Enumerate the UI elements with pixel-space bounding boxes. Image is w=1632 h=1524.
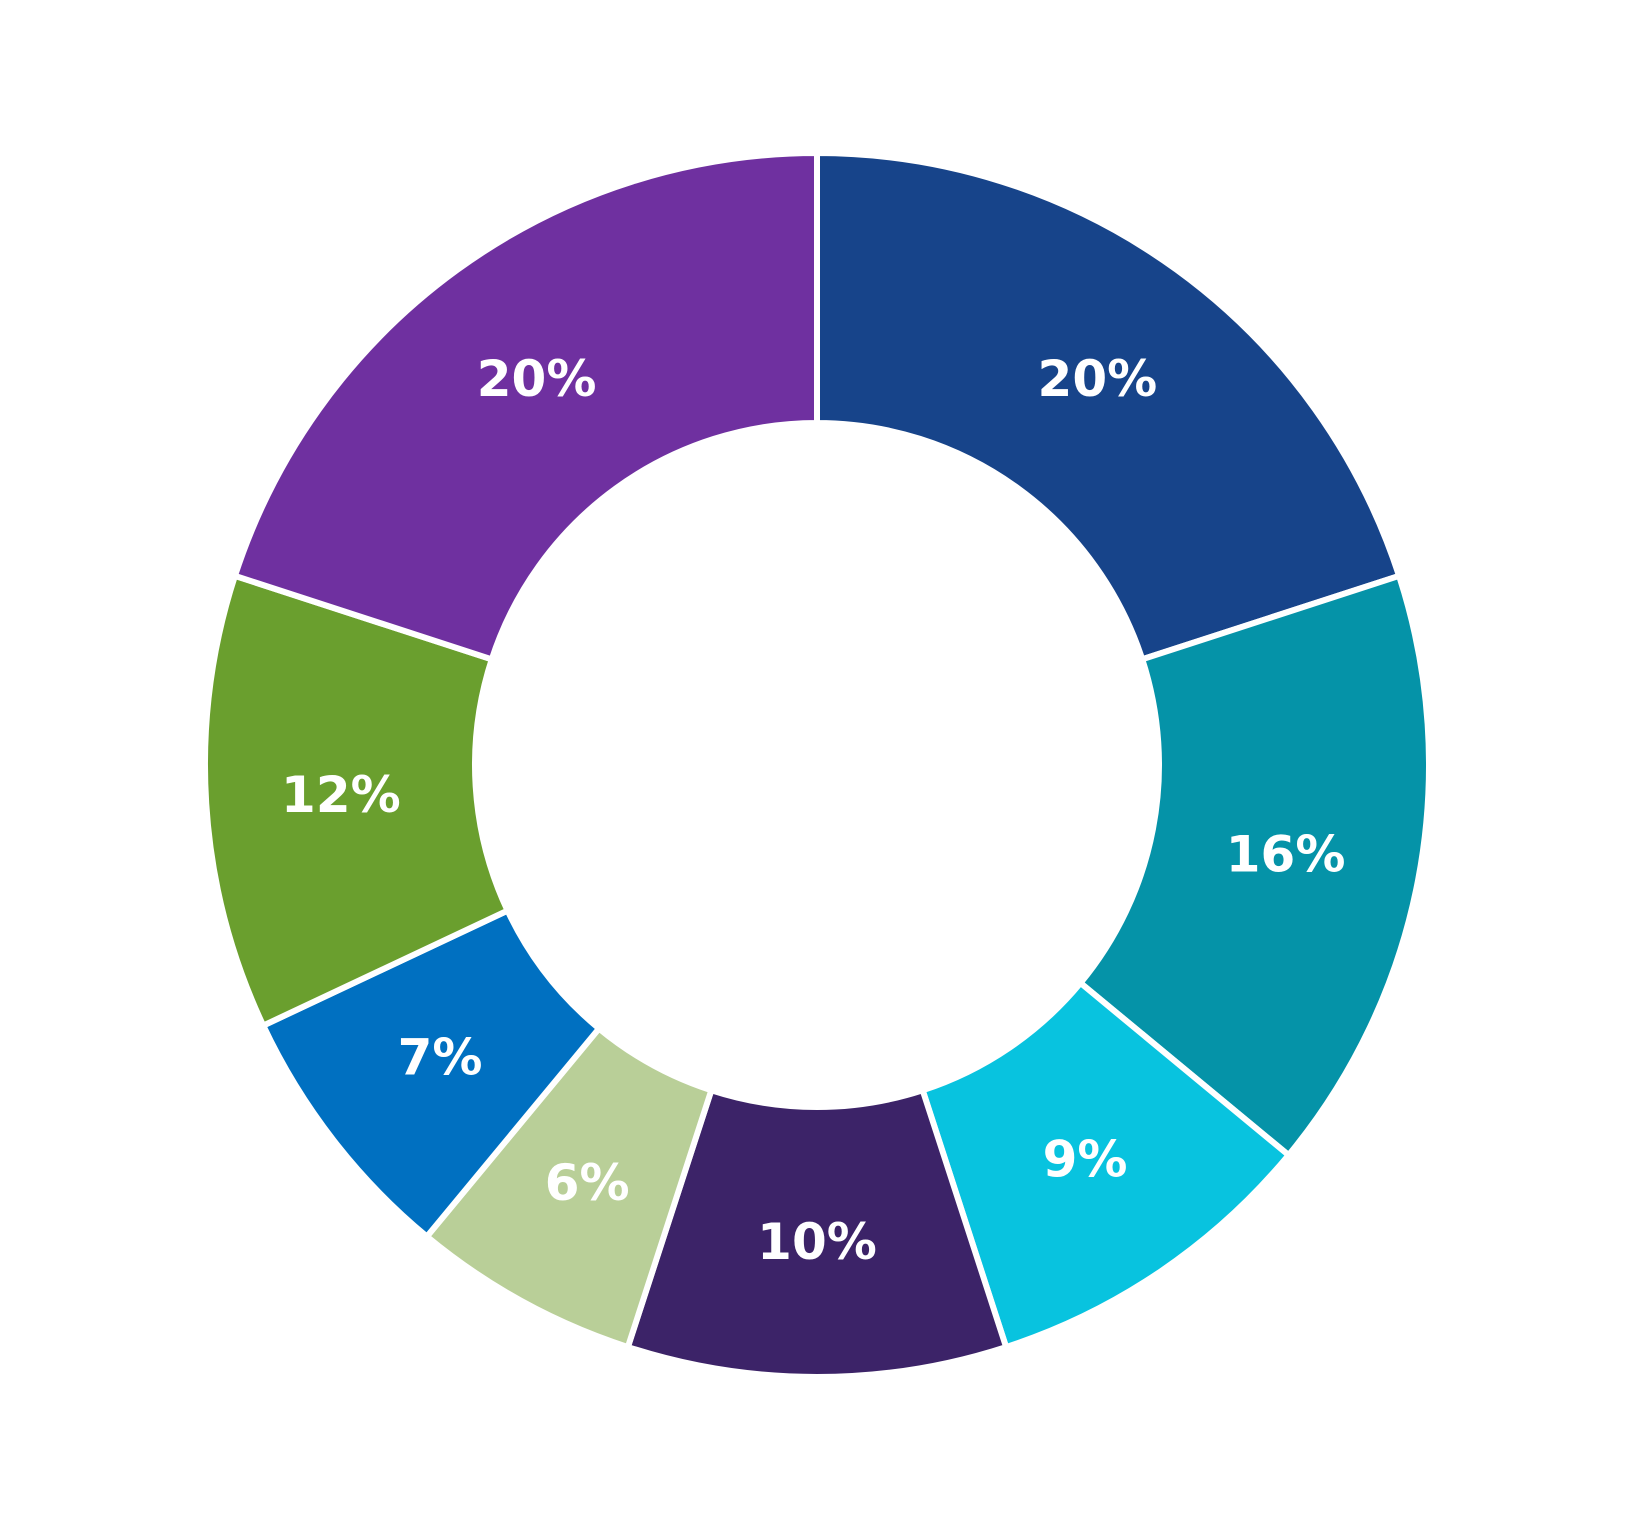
- slice-label-6: 7%: [398, 1028, 483, 1086]
- slice-label-2: 16%: [1226, 825, 1346, 883]
- slice-label-7: 12%: [281, 766, 401, 824]
- slice-7: [202, 572, 512, 1030]
- slice-1: [814, 149, 1403, 664]
- labels-group: 20% 16% 9% 10% 6% 7% 12% 20%: [281, 350, 1345, 1271]
- slice-8: [231, 149, 820, 664]
- slices-group: [202, 149, 1432, 1380]
- slice-2: [1076, 572, 1432, 1160]
- slice-label-4: 10%: [757, 1213, 877, 1271]
- slice-label-8: 20%: [477, 350, 597, 408]
- slice-label-1: 20%: [1038, 350, 1158, 408]
- slice-label-3: 9%: [1043, 1131, 1128, 1189]
- slice-4: [624, 1086, 1010, 1380]
- slice-label-5: 6%: [545, 1154, 630, 1212]
